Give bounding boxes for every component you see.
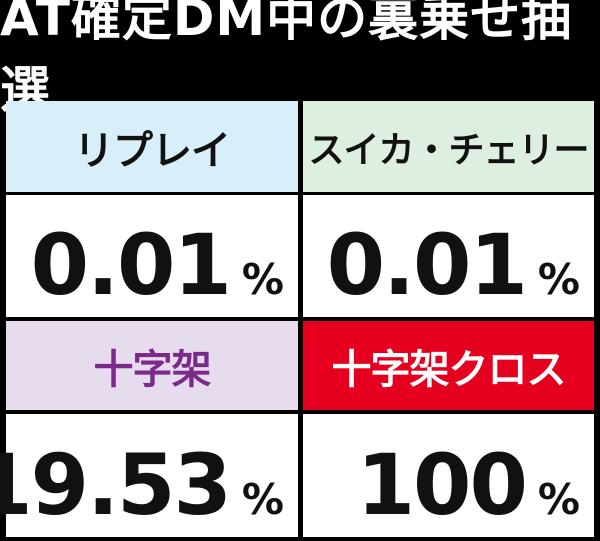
value: 100 xyxy=(356,436,528,534)
unit: % xyxy=(241,475,284,524)
unit: % xyxy=(241,255,284,304)
cell-value: 100% xyxy=(303,414,594,537)
unit: % xyxy=(537,255,580,304)
cell-value: 19.53% xyxy=(0,414,298,537)
unit: % xyxy=(537,475,580,524)
value: 0.01 xyxy=(326,216,528,314)
value: 0.01 xyxy=(30,216,232,314)
cell-label: 十字架クロス xyxy=(303,321,594,410)
cell-value: 0.01% xyxy=(303,195,594,317)
title: AT確定DM中の裏乗せ抽選 xyxy=(0,0,573,119)
cell-label: スイカ・チェリー xyxy=(303,101,594,192)
value: 19.53 xyxy=(0,436,232,534)
cell-value: 0.01% xyxy=(6,195,298,317)
cell-label: リプレイ xyxy=(6,101,298,192)
cell-label: 十字架 xyxy=(6,321,298,410)
